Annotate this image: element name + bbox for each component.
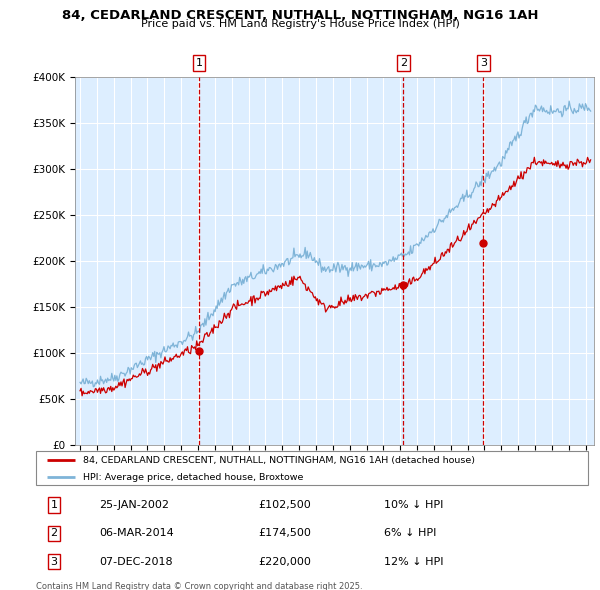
- Text: 12% ↓ HPI: 12% ↓ HPI: [384, 557, 443, 566]
- Text: 1: 1: [50, 500, 58, 510]
- Text: £174,500: £174,500: [258, 529, 311, 538]
- Text: HPI: Average price, detached house, Broxtowe: HPI: Average price, detached house, Brox…: [83, 473, 303, 482]
- Text: 10% ↓ HPI: 10% ↓ HPI: [384, 500, 443, 510]
- Text: 6% ↓ HPI: 6% ↓ HPI: [384, 529, 436, 538]
- Text: £220,000: £220,000: [258, 557, 311, 566]
- Text: 25-JAN-2002: 25-JAN-2002: [99, 500, 169, 510]
- Text: Contains HM Land Registry data © Crown copyright and database right 2025.
This d: Contains HM Land Registry data © Crown c…: [36, 582, 362, 590]
- Text: 2: 2: [50, 529, 58, 538]
- Text: 84, CEDARLAND CRESCENT, NUTHALL, NOTTINGHAM, NG16 1AH (detached house): 84, CEDARLAND CRESCENT, NUTHALL, NOTTING…: [83, 456, 475, 465]
- Text: 84, CEDARLAND CRESCENT, NUTHALL, NOTTINGHAM, NG16 1AH: 84, CEDARLAND CRESCENT, NUTHALL, NOTTING…: [62, 9, 538, 22]
- Text: 06-MAR-2014: 06-MAR-2014: [99, 529, 174, 538]
- Text: 07-DEC-2018: 07-DEC-2018: [99, 557, 173, 566]
- Text: 3: 3: [50, 557, 58, 566]
- Text: £102,500: £102,500: [258, 500, 311, 510]
- Text: 2: 2: [400, 58, 407, 68]
- Text: 3: 3: [480, 58, 487, 68]
- Text: 1: 1: [196, 58, 203, 68]
- Text: Price paid vs. HM Land Registry's House Price Index (HPI): Price paid vs. HM Land Registry's House …: [140, 19, 460, 30]
